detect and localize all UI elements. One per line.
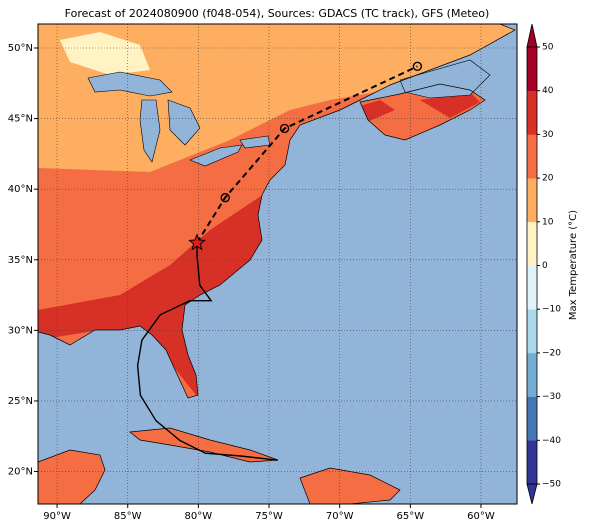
colorbar-segment: [527, 178, 537, 223]
x-tick-label: 80°W: [185, 511, 213, 522]
temp-zone: [420, 92, 480, 118]
coastline: [38, 24, 516, 504]
axes: 90°W 85°W 80°W 75°W 70°W 65°W 60°W 20°N 25°N 30°N…: [8, 43, 495, 522]
chart-title: Forecast of 2024080900 (f048-054), Sourc…: [65, 7, 490, 20]
forecast-point: [412, 61, 423, 72]
map-frame: [37, 23, 518, 505]
x-tick-label: 70°W: [326, 511, 354, 522]
forecast-point: [220, 192, 230, 203]
y-tick-label: 40°N: [8, 184, 33, 195]
colorbar-tick-label: 50: [542, 43, 554, 53]
y-tick-label: 30°N: [8, 325, 33, 336]
lake: [167, 99, 201, 146]
colorbar-tick-label: 30: [542, 130, 554, 140]
y-tick-label: 50°N: [8, 43, 33, 54]
x-tick-label: 90°W: [43, 511, 71, 522]
current-position: [188, 233, 206, 251]
colorbar-segment: [527, 309, 537, 354]
past-track: [136, 242, 278, 461]
colorbar-extend: [526, 483, 538, 505]
colorbar-tick-label: −20: [542, 348, 561, 358]
colorbar-segment: [527, 440, 537, 485]
track: [136, 61, 423, 461]
colorbar-tick-label: 40: [542, 86, 554, 96]
colorbar: −50 −40 −30 −20 −10 0 10 20 30 40 50: [526, 23, 561, 505]
colorbar-segment: [527, 47, 537, 91]
x-tick-label: 60°W: [467, 511, 495, 522]
forecast-point: [279, 123, 290, 134]
colorbar-label: Max Temperature (°C): [568, 210, 579, 320]
colorbar-segment: [527, 396, 537, 441]
colorbar-tick-label: 20: [542, 174, 554, 184]
lake: [189, 144, 243, 167]
y-tick-label: 25°N: [8, 396, 33, 407]
colorbar-segment: [527, 352, 537, 397]
colorbar-tick-label: −50: [542, 480, 561, 490]
colorbar-segment: [527, 221, 537, 266]
colorbar-tick-label: 10: [542, 217, 554, 227]
y-tick-label: 45°N: [8, 114, 33, 125]
colorbar-segment: [527, 134, 537, 179]
colorbar-segment: [527, 90, 537, 135]
x-tick-label: 75°W: [255, 511, 283, 522]
colorbar-tick-label: −30: [542, 392, 561, 402]
colorbar-tick-label: −10: [542, 305, 561, 315]
temp-zone: [38, 190, 280, 400]
y-tick-label: 35°N: [8, 255, 33, 266]
colorbar-tick-label: 0: [542, 261, 548, 271]
x-tick-label: 85°W: [114, 511, 142, 522]
lake: [139, 99, 161, 163]
x-tick-label: 65°W: [397, 511, 425, 522]
colorbar-extend: [526, 23, 538, 48]
colorbar-tick-label: −40: [542, 436, 561, 446]
lake: [87, 71, 173, 97]
y-tick-label: 20°N: [8, 467, 33, 478]
colorbar-segment: [527, 265, 537, 310]
map-area: [38, 24, 517, 504]
